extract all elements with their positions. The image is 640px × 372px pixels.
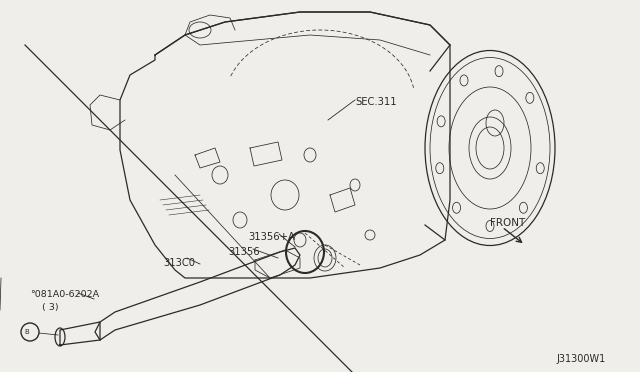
Text: °081A0-6202A: °081A0-6202A [30,290,99,299]
Text: 313C0: 313C0 [163,258,195,268]
Text: FRONT: FRONT [490,218,525,228]
Text: B: B [24,329,29,335]
Text: 31356: 31356 [228,247,260,257]
Text: 31356+A: 31356+A [248,232,295,242]
Text: SEC.311: SEC.311 [355,97,397,107]
Text: ( 3): ( 3) [42,303,59,312]
Text: J31300W1: J31300W1 [556,354,605,364]
